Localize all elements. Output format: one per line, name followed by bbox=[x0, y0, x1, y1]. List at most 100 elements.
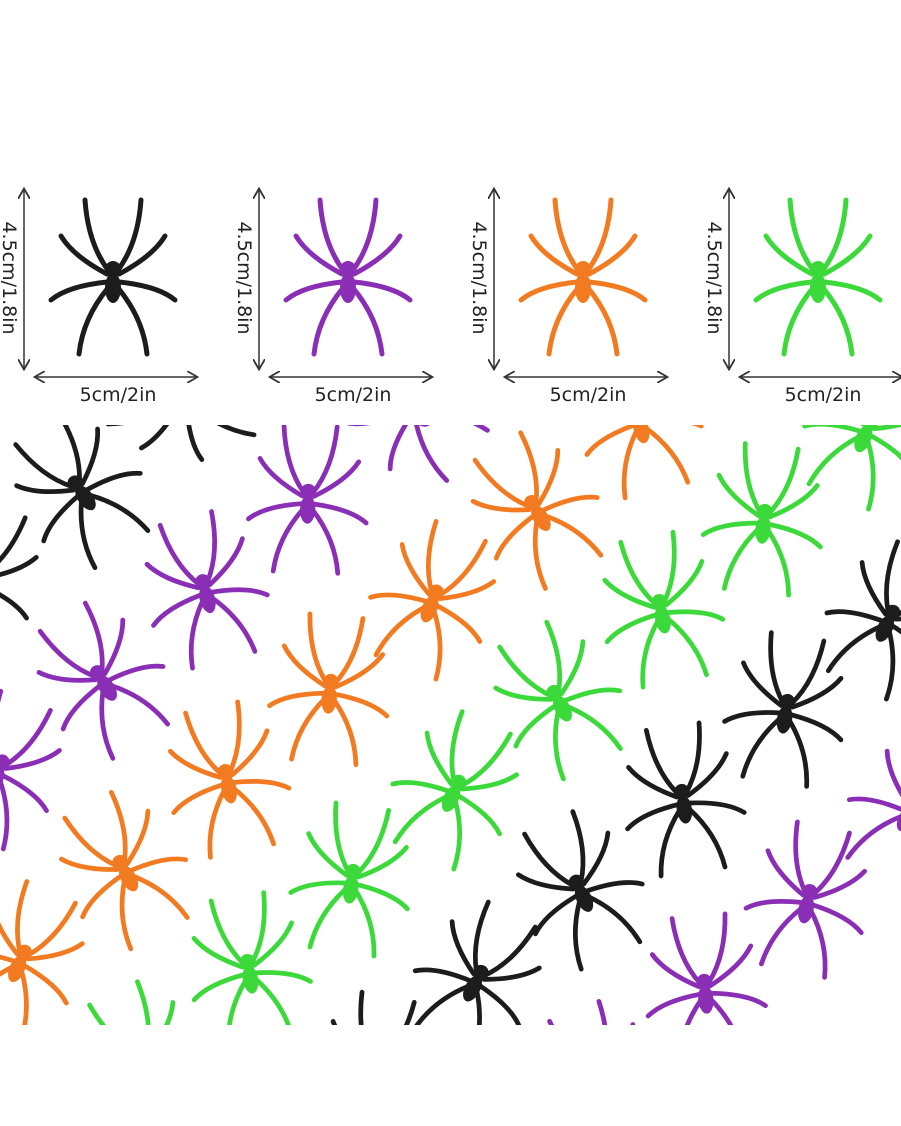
spider-leg bbox=[413, 425, 450, 483]
spider-leg bbox=[283, 279, 345, 303]
spider-leg bbox=[418, 425, 490, 433]
spider-leg bbox=[331, 697, 359, 768]
spider-leg bbox=[542, 513, 604, 558]
spider-leg bbox=[584, 880, 645, 894]
height-label: 4.5cm/1.8in bbox=[703, 221, 725, 334]
spider-leg bbox=[231, 785, 276, 847]
spider-head bbox=[451, 774, 467, 790]
spider-leg bbox=[821, 233, 873, 277]
spider-leg bbox=[661, 529, 677, 605]
spider-body bbox=[105, 273, 121, 303]
spider bbox=[824, 539, 901, 702]
spider-leg bbox=[36, 669, 98, 683]
spider-leg bbox=[351, 279, 413, 303]
spider-leg bbox=[482, 924, 538, 978]
spider-leg bbox=[22, 963, 69, 1006]
spider-leg bbox=[0, 773, 49, 813]
spider-head bbox=[810, 261, 826, 277]
spider-leg bbox=[581, 830, 611, 887]
spider-leg bbox=[351, 233, 403, 277]
spider-leg bbox=[399, 542, 432, 597]
spider-leg bbox=[82, 600, 105, 674]
spider-leg bbox=[332, 691, 390, 719]
spider-leg bbox=[0, 778, 10, 852]
spider-leg bbox=[544, 619, 563, 694]
spider-leg bbox=[456, 793, 502, 837]
spider-body bbox=[242, 965, 259, 994]
spider-leg bbox=[80, 873, 124, 920]
spider-leg bbox=[459, 772, 520, 792]
spider-leg bbox=[252, 970, 313, 984]
spider-leg bbox=[722, 710, 783, 724]
spider-leg bbox=[890, 623, 901, 667]
spider-body bbox=[340, 273, 356, 303]
spider-leg bbox=[209, 587, 270, 598]
spider-leg bbox=[767, 483, 820, 520]
spider-leg bbox=[684, 720, 702, 795]
spider-head bbox=[428, 584, 444, 600]
spider bbox=[547, 998, 636, 1025]
spider-leg bbox=[584, 425, 637, 457]
spider-leg bbox=[753, 279, 815, 303]
spider-leg bbox=[708, 990, 768, 1009]
spider-leg bbox=[763, 233, 815, 277]
spider-leg bbox=[251, 920, 294, 968]
spider-leg bbox=[742, 441, 763, 515]
spider-leg bbox=[60, 683, 102, 732]
spider-leg bbox=[640, 617, 661, 690]
spider-leg bbox=[515, 872, 576, 892]
width-label: 5cm/2in bbox=[315, 384, 392, 406]
spider-leg bbox=[743, 899, 805, 911]
spider-leg bbox=[618, 539, 658, 606]
spider-leg bbox=[472, 457, 531, 509]
spider-leg bbox=[765, 527, 791, 598]
spider-leg bbox=[604, 612, 659, 645]
spider bbox=[48, 197, 178, 357]
spider-head bbox=[112, 854, 128, 871]
spider-head bbox=[523, 495, 540, 511]
spider-leg bbox=[553, 708, 566, 782]
spider bbox=[700, 441, 823, 598]
spider bbox=[246, 425, 369, 576]
spider-leg bbox=[663, 559, 705, 608]
spider-leg bbox=[205, 509, 217, 584]
spider-leg bbox=[424, 730, 454, 787]
spider-leg bbox=[412, 983, 471, 1025]
spider-body bbox=[810, 273, 826, 303]
spider-head bbox=[651, 594, 667, 610]
spider-body bbox=[854, 425, 873, 453]
spider-head bbox=[546, 684, 562, 701]
spider bbox=[0, 688, 62, 852]
spider-head bbox=[240, 953, 256, 970]
spider-leg bbox=[552, 197, 581, 273]
spider-leg bbox=[449, 919, 477, 977]
spider-leg bbox=[470, 498, 532, 513]
spider bbox=[515, 809, 645, 972]
spider-leg bbox=[108, 789, 128, 864]
spider-body bbox=[75, 485, 96, 511]
spider-leg bbox=[250, 890, 267, 965]
spider-pile bbox=[0, 425, 901, 1025]
spider-leg bbox=[311, 285, 346, 357]
spider-leg bbox=[740, 716, 783, 779]
spider-leg bbox=[626, 764, 680, 800]
spider-leg bbox=[518, 279, 580, 303]
spider-leg bbox=[108, 683, 171, 727]
spider-head bbox=[862, 425, 878, 430]
spider-leg bbox=[437, 579, 497, 601]
spider-head bbox=[89, 665, 106, 681]
spider-leg bbox=[449, 709, 465, 784]
spider-leg bbox=[706, 911, 728, 985]
spider-body bbox=[220, 775, 237, 804]
spider-leg bbox=[643, 425, 691, 485]
spider-leg bbox=[350, 285, 385, 357]
spider-leg bbox=[825, 624, 883, 674]
spider-head bbox=[568, 874, 584, 890]
spider-leg bbox=[786, 717, 810, 789]
spider-leg bbox=[353, 887, 377, 959]
spider-head bbox=[779, 693, 795, 710]
spider-head bbox=[575, 261, 591, 277]
spider-leg bbox=[806, 434, 862, 487]
spider bbox=[36, 600, 171, 761]
